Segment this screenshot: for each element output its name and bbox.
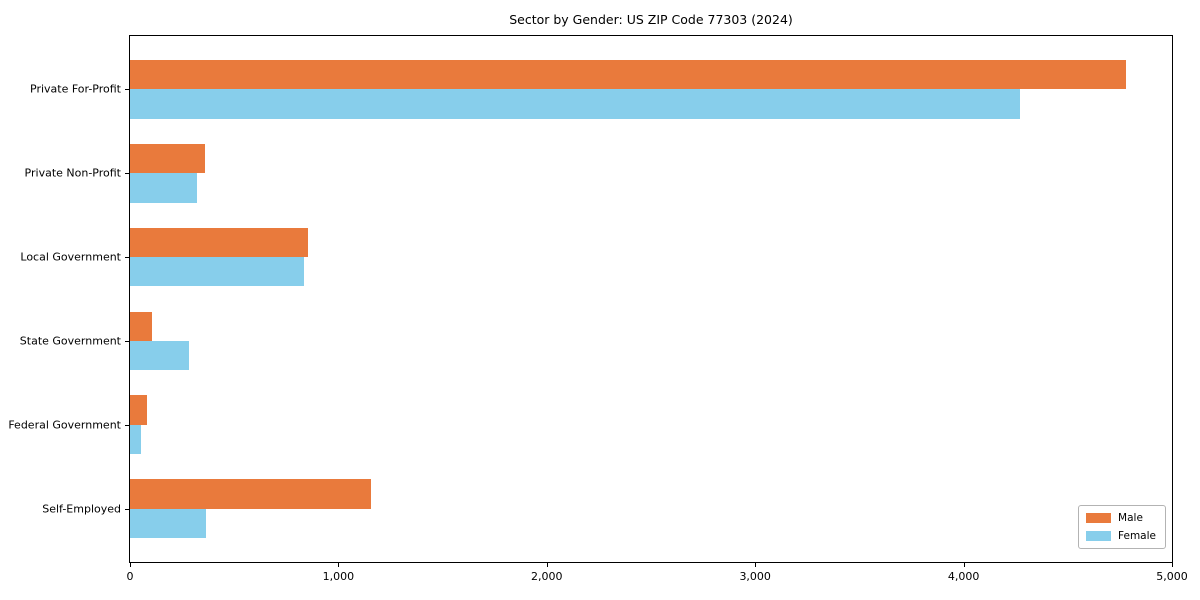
x-tick-label-4000: 4,000 [947, 570, 980, 583]
bar-male-private-for-profit [130, 59, 1127, 90]
bar-female-private-non-profit [130, 173, 197, 203]
legend-entry-male: Male [1086, 512, 1156, 524]
bar-male-state-government [130, 311, 152, 341]
y-axis-labels: Private For-Profit Private Non-Profit Loca… [0, 36, 121, 562]
y-label-local-government: Local Government [20, 250, 121, 264]
x-tick-label-2000: 2,000 [531, 570, 563, 583]
legend-label-male: Male [1118, 512, 1143, 524]
bar-female-private-for-profit [130, 89, 1020, 119]
bar-male-self-employed [130, 479, 371, 509]
y-label-state-government: State Government [19, 334, 121, 348]
legend-swatch-female [1086, 531, 1112, 541]
y-tick-mark [125, 257, 129, 259]
legend-entry-female: Female [1086, 530, 1156, 542]
x-tick-mark [963, 563, 965, 567]
bar-female-state-government [130, 340, 190, 371]
x-tick-mark [338, 563, 340, 567]
bar-male-private-non-profit [130, 143, 206, 174]
legend: Male Female [1078, 505, 1166, 549]
bar-female-federal-government [130, 424, 142, 455]
x-tick-label-3000: 3,000 [739, 570, 771, 583]
y-tick-mark [125, 89, 129, 91]
legend-label-female: Female [1118, 530, 1156, 542]
chart-title: Sector by Gender: US ZIP Code 77303 (202… [509, 12, 793, 27]
bar-female-self-employed [130, 508, 207, 539]
y-tick-mark [125, 173, 129, 175]
bar-female-local-government [130, 257, 304, 287]
y-tick-mark [125, 508, 129, 510]
bar-male-local-government [130, 227, 309, 258]
y-label-private-for-profit: Private For-Profit [30, 82, 121, 96]
x-tick-mark [130, 563, 131, 567]
legend-swatch-male [1086, 513, 1112, 523]
x-tick-label-5000: 5,000 [1156, 570, 1188, 583]
x-tick-mark [755, 563, 757, 567]
y-axis-ticks [125, 36, 129, 562]
plot-area: Male Female [129, 35, 1173, 563]
x-tick-mark [546, 563, 548, 567]
x-axis-ticks: 0 1,000 2,000 3,000 4,000 5,000 [126, 563, 1188, 593]
y-label-private-non-profit: Private Non-Profit [24, 166, 121, 180]
y-tick-mark [125, 340, 129, 342]
y-tick-mark [125, 424, 129, 426]
x-tick-label-1000: 1,000 [322, 570, 355, 583]
y-label-self-employed: Self-Employed [42, 502, 121, 516]
bar-male-federal-government [130, 395, 147, 425]
x-tick-label-0: 0 [126, 570, 134, 583]
x-tick-mark [1172, 563, 1173, 567]
y-label-federal-government: Federal Government [8, 418, 121, 432]
